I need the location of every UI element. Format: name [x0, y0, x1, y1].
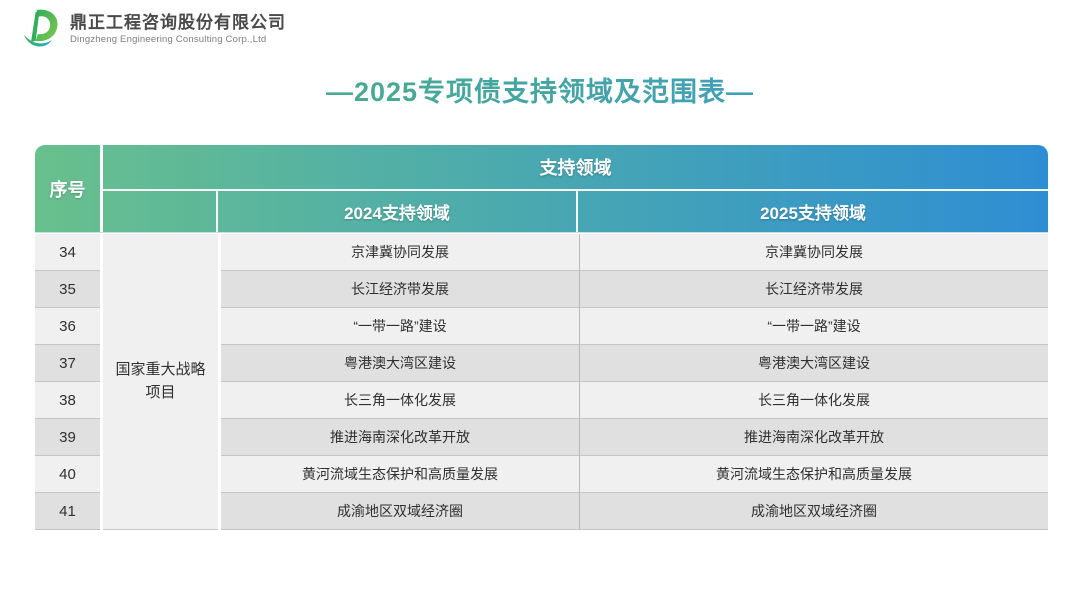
- table-header: 序号 支持领域 2024支持领域 2025支持领域: [35, 145, 1048, 232]
- cell-2025: 长三角一体化发展: [580, 382, 1048, 419]
- header-col-2024: 2024支持领域: [218, 191, 578, 232]
- cell-2024: 粤港澳大湾区建设: [221, 345, 580, 382]
- table-row: 40 黄河流域生态保护和高质量发展 黄河流域生态保护和高质量发展: [35, 456, 1048, 493]
- row-number: 38: [35, 382, 100, 419]
- brand-text: 鼎正工程咨询股份有限公司 Dingzheng Engineering Consu…: [70, 13, 286, 46]
- row-number: 35: [35, 271, 100, 308]
- cell-2025: “一带一路”建设: [580, 308, 1048, 345]
- category-cell: 国家重大战略项目: [103, 234, 218, 530]
- company-logo-icon: [23, 9, 58, 47]
- cell-2024: 长三角一体化发展: [221, 382, 580, 419]
- cell-2025: 推进海南深化改革开放: [580, 419, 1048, 456]
- table-row: 41 成渝地区双域经济圈 成渝地区双域经济圈: [35, 493, 1048, 530]
- row-number: 40: [35, 456, 100, 493]
- header-col-2025: 2025支持领域: [760, 204, 866, 223]
- header-index-col: 序号: [35, 145, 103, 232]
- cell-2025: 黄河流域生态保护和高质量发展: [580, 456, 1048, 493]
- table-row: 34 京津冀协同发展 京津冀协同发展: [35, 234, 1048, 271]
- header-category-spacer: [103, 191, 218, 232]
- row-number: 34: [35, 234, 100, 271]
- cell-2025: 长江经济带发展: [580, 271, 1048, 308]
- cell-2024: 长江经济带发展: [221, 271, 580, 308]
- table-body: 34 京津冀协同发展 京津冀协同发展 35 长江经济带发展 长江经济带发展 36…: [35, 234, 1048, 530]
- page-title: —2025专项债支持领域及范围表—: [0, 70, 1080, 109]
- table-row: 35 长江经济带发展 长江经济带发展: [35, 271, 1048, 308]
- cell-2024: “一带一路”建设: [221, 308, 580, 345]
- cell-2024: 推进海南深化改革开放: [221, 419, 580, 456]
- brand-header: 鼎正工程咨询股份有限公司 Dingzheng Engineering Consu…: [22, 7, 286, 51]
- table-row: 36 “一带一路”建设 “一带一路”建设: [35, 308, 1048, 345]
- table-row: 37 粤港澳大湾区建设 粤港澳大湾区建设: [35, 345, 1048, 382]
- header-group: 支持领域: [103, 145, 1048, 191]
- row-number: 41: [35, 493, 100, 530]
- header-subrow: 2024支持领域 2025支持领域: [103, 191, 1048, 232]
- row-number: 39: [35, 419, 100, 456]
- row-number: 37: [35, 345, 100, 382]
- cell-2025: 成渝地区双域经济圈: [580, 493, 1048, 530]
- table-row: 38 长三角一体化发展 长三角一体化发展: [35, 382, 1048, 419]
- cell-2024: 京津冀协同发展: [221, 234, 580, 271]
- header-right-block: 支持领域 2024支持领域 2025支持领域: [103, 145, 1048, 232]
- company-name-zh: 鼎正工程咨询股份有限公司: [70, 12, 286, 32]
- cell-2024: 黄河流域生态保护和高质量发展: [221, 456, 580, 493]
- support-table: 序号 支持领域 2024支持领域 2025支持领域 34 京津冀协同发展 京津冀…: [35, 145, 1048, 530]
- cell-2025: 京津冀协同发展: [580, 234, 1048, 271]
- cell-2024: 成渝地区双域经济圈: [221, 493, 580, 530]
- table-row: 39 推进海南深化改革开放 推进海南深化改革开放: [35, 419, 1048, 456]
- row-number: 36: [35, 308, 100, 345]
- company-name-en: Dingzheng Engineering Consulting Corp.,L…: [70, 34, 267, 46]
- cell-2025: 粤港澳大湾区建设: [580, 345, 1048, 382]
